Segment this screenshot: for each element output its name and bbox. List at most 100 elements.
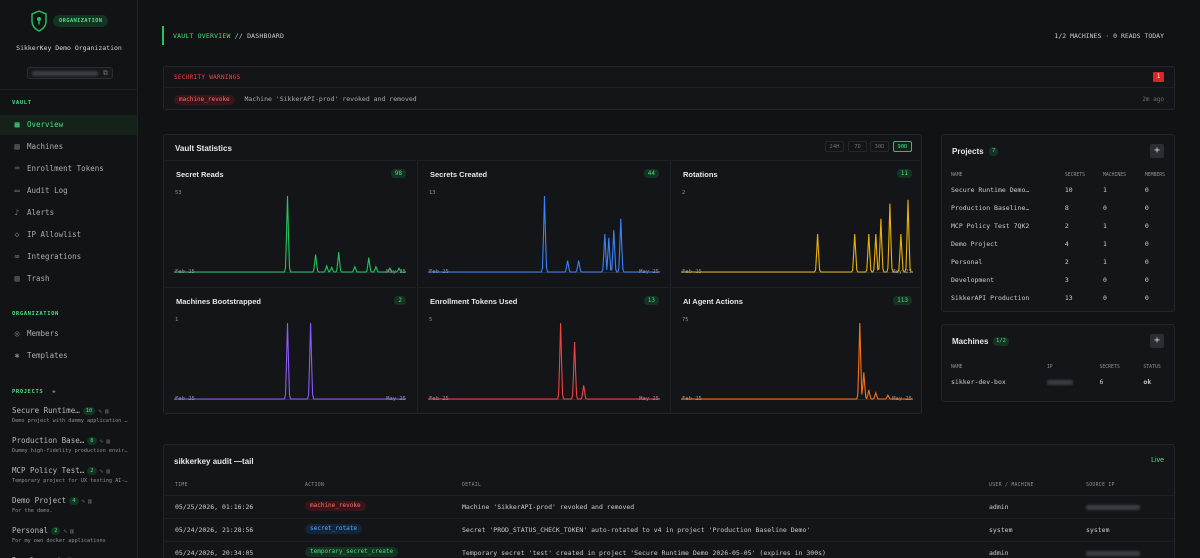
sidebar-item-label: Overview <box>27 120 64 129</box>
range-90d[interactable]: 90D <box>893 141 912 152</box>
warning-action-tag: machine_revoke <box>174 95 235 105</box>
chart-total-badge: 113 <box>893 296 912 305</box>
sidebar-project[interactable]: Production Base… 8 ✎ ▥ Dummy high-fidelity p… <box>12 436 132 454</box>
breadcrumb-vault[interactable]: VAULT OVERVIEW <box>173 32 231 40</box>
ip-blurred <box>1086 550 1140 556</box>
range-30d[interactable]: 30D <box>870 141 889 152</box>
edit-icon[interactable]: ✎ <box>98 408 102 415</box>
link-icon: ∞ <box>14 252 20 261</box>
table-row[interactable]: MCP Policy Test 7QK2 2 1 0 <box>942 217 1174 235</box>
range-24h[interactable]: 24H <box>825 141 844 152</box>
sidebar-item-members[interactable]: ◎ Members <box>0 324 137 344</box>
sidebar-item-alerts[interactable]: ♪ Alerts <box>0 203 137 223</box>
range-7d[interactable]: 7D <box>848 141 867 152</box>
projects-count: 7 <box>989 147 999 156</box>
table-cell: 0 <box>1102 204 1107 212</box>
table-cell: 1 <box>1102 258 1107 266</box>
table-row[interactable]: Personal 2 1 0 <box>942 253 1174 271</box>
chart-x-start: Feb 25 <box>682 396 702 402</box>
trash-icon[interactable]: ▥ <box>70 528 74 535</box>
audit-source-ip <box>1086 503 1140 511</box>
sidebar-item-trash[interactable]: ▥ Trash <box>0 269 137 289</box>
sidebar-project[interactable]: Demo Project 4 ✎ ▥ For the demo. <box>12 496 132 514</box>
org-id-field[interactable]: ⧉ <box>27 67 113 79</box>
sidebar-item-ip-allowlist[interactable]: ◇ IP Allowlist <box>0 225 137 245</box>
users-icon: ◎ <box>14 329 20 338</box>
column-header: SECRETS <box>1099 364 1120 370</box>
chart-title: AI Agent Actions <box>683 297 743 306</box>
chart-secret-reads: Secret Reads 98 53 Feb 25 May 25 <box>164 160 416 287</box>
trash-icon[interactable]: ▥ <box>106 468 110 475</box>
sidebar-project[interactable]: Secure Runtime… 10 ✎ ▥ Demo project with dum… <box>12 406 132 424</box>
chart-x-end: May 25 <box>386 396 406 402</box>
sidebar-item-label: Machines <box>27 142 64 151</box>
section-organization: ORGANIZATION <box>12 311 59 317</box>
table-row[interactable]: sikker-dev-box 6 ok <box>942 373 1174 391</box>
table-cell: 0 <box>1144 294 1149 302</box>
table-cell: 4 <box>1064 240 1069 248</box>
sidebar-item-overview[interactable]: ▦ Overview <box>0 115 137 135</box>
table-row[interactable]: Demo Project 4 1 0 <box>942 235 1174 253</box>
table-row[interactable]: SikkerAPI Production 13 0 0 <box>942 289 1174 307</box>
sidebar-item-label: Enrollment Tokens <box>27 164 104 173</box>
sidebar: ORGANIZATION SikkerKey Demo Organization… <box>0 0 138 558</box>
sidebar-project[interactable]: MCP Policy Test… 2 ✎ ▥ Temporary project for… <box>12 466 132 484</box>
add-project-button[interactable]: + <box>52 389 57 395</box>
column-header: IP <box>1046 364 1053 370</box>
trash-icon[interactable]: ▥ <box>106 438 110 445</box>
sidebar-item-templates[interactable]: ✱ Templates <box>0 346 137 366</box>
edit-icon[interactable]: ✎ <box>63 528 68 535</box>
edit-icon[interactable]: ✎ <box>99 468 104 475</box>
chart-title: Rotations <box>683 170 718 179</box>
column-header: SECRETS <box>1064 172 1086 178</box>
project-name: Demo Project <box>12 496 67 505</box>
shield-logo-icon <box>31 10 47 32</box>
audit-row[interactable]: 05/25/2026, 01:16:26 machine_revoke Machin… <box>164 495 1174 517</box>
project-description: For my own docker applications <box>12 538 106 544</box>
table-row[interactable]: Development 3 0 0 <box>942 271 1174 289</box>
table-cell: 3 <box>1064 276 1069 284</box>
audit-source-ip: system <box>1086 526 1110 534</box>
sidebar-item-enrollment-tokens[interactable]: ⌨ Enrollment Tokens <box>0 159 137 179</box>
chart-total-badge: 11 <box>896 169 912 178</box>
table-row[interactable]: Production Baseline… 8 0 0 <box>942 199 1174 217</box>
add-project-panel-button[interactable]: + <box>1150 144 1164 158</box>
chart-title: Machines Bootstrapped <box>176 297 262 306</box>
audit-source-ip <box>1086 549 1140 557</box>
edit-icon[interactable]: ✎ <box>81 498 86 505</box>
table-cell: 0 <box>1144 240 1149 248</box>
section-projects: PROJECTS + <box>12 389 56 395</box>
chart-title: Secrets Created <box>430 170 488 179</box>
chart-plot <box>174 195 406 273</box>
edit-icon[interactable]: ✎ <box>99 438 104 445</box>
audit-live-indicator[interactable]: Live <box>1151 457 1164 464</box>
sidebar-item-label: Trash <box>27 274 50 283</box>
sidebar-item-integrations[interactable]: ∞ Integrations <box>0 247 137 267</box>
audit-column-header: ACTION <box>305 483 325 488</box>
audit-row[interactable]: 05/24/2026, 21:28:56 secret_rotate Secret … <box>164 518 1174 540</box>
table-cell: 0 <box>1144 204 1149 212</box>
sidebar-item-machines[interactable]: ▤ Machines <box>0 137 137 157</box>
project-description: Dummy high-fidelity production envir… <box>12 448 128 454</box>
audit-row[interactable]: 05/24/2026, 20:34:05 temporary_secret_cre… <box>164 541 1174 558</box>
copy-icon[interactable]: ⧉ <box>103 69 108 77</box>
security-warnings-panel: SECURITY WARNINGS 1 machine_revoke Machi… <box>163 66 1175 110</box>
chart-title: Enrollment Tokens Used <box>430 297 518 306</box>
sidebar-project[interactable]: Personal 2 ✎ ▥ For my own docker application… <box>12 526 132 544</box>
projects-title: Projects <box>952 147 984 156</box>
project-name-row: Personal 2 ✎ ▥ <box>12 526 132 535</box>
sidebar-item-label: Alerts <box>27 208 55 217</box>
warning-row[interactable]: machine_revoke Machine 'SikkerAPI-prod' … <box>174 95 417 105</box>
trash-icon[interactable]: ▥ <box>104 408 109 415</box>
sidebar-item-audit-log[interactable]: ▭ Audit Log <box>0 181 137 201</box>
table-cell: 2 <box>1064 222 1069 230</box>
table-cell: sikker-dev-box <box>951 378 1006 386</box>
add-machine-button[interactable]: + <box>1150 334 1164 348</box>
table-cell: 6 <box>1099 378 1104 386</box>
section-vault: VAULT <box>12 100 32 106</box>
chart-x-end: May 25 <box>892 396 912 402</box>
trash-icon[interactable]: ▥ <box>88 498 92 505</box>
chart-series-line <box>681 199 913 273</box>
chart-series-line <box>174 195 406 273</box>
table-row[interactable]: Secure Runtime Demo… 10 1 0 <box>942 181 1174 199</box>
